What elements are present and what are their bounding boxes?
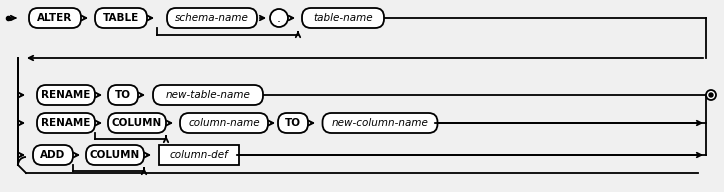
FancyBboxPatch shape <box>108 85 138 105</box>
FancyBboxPatch shape <box>302 8 384 28</box>
Circle shape <box>709 93 713 97</box>
FancyBboxPatch shape <box>180 113 268 133</box>
Circle shape <box>706 90 716 100</box>
Text: COLUMN: COLUMN <box>112 118 162 128</box>
FancyBboxPatch shape <box>108 113 166 133</box>
Text: RENAME: RENAME <box>41 90 90 100</box>
Text: ALTER: ALTER <box>38 13 72 23</box>
FancyBboxPatch shape <box>278 113 308 133</box>
Bar <box>159 145 239 165</box>
FancyBboxPatch shape <box>95 8 147 28</box>
FancyBboxPatch shape <box>29 8 81 28</box>
Text: COLUMN: COLUMN <box>90 150 140 160</box>
Text: ADD: ADD <box>41 150 66 160</box>
FancyBboxPatch shape <box>37 113 95 133</box>
Text: column-def: column-def <box>169 150 228 160</box>
Text: TO: TO <box>115 90 131 100</box>
Text: table-name: table-name <box>313 13 373 23</box>
Text: .: . <box>277 12 281 25</box>
FancyBboxPatch shape <box>153 85 263 105</box>
FancyBboxPatch shape <box>33 145 73 165</box>
Text: schema-name: schema-name <box>175 13 249 23</box>
Text: new-table-name: new-table-name <box>166 90 251 100</box>
Text: new-column-name: new-column-name <box>332 118 429 128</box>
Text: TO: TO <box>285 118 301 128</box>
FancyBboxPatch shape <box>37 85 95 105</box>
Text: TABLE: TABLE <box>103 13 139 23</box>
FancyBboxPatch shape <box>322 113 437 133</box>
Text: column-name: column-name <box>188 118 260 128</box>
Circle shape <box>270 9 288 27</box>
FancyBboxPatch shape <box>167 8 257 28</box>
Text: RENAME: RENAME <box>41 118 90 128</box>
FancyBboxPatch shape <box>86 145 144 165</box>
